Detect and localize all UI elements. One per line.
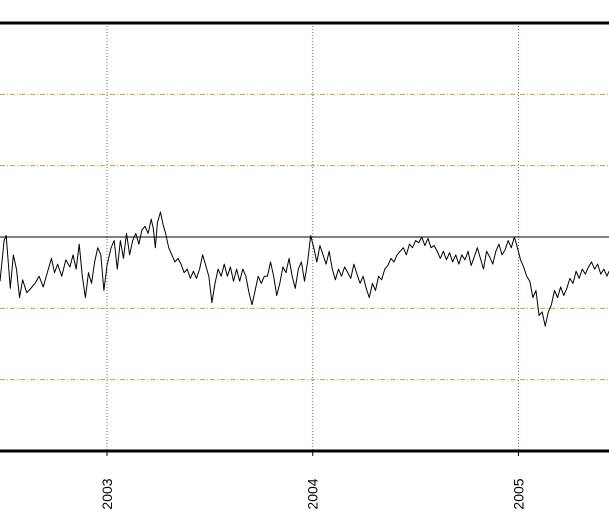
plot-frame [0,21,609,453]
series-line-0 [0,211,609,327]
x-tick-label-2: 2005 [510,478,526,509]
x-axis-ticks: 2003 2004 2005 [99,451,526,510]
x-tick-label-0: 2003 [99,478,115,509]
series-layer [0,211,609,327]
x-tick-label-1: 2004 [305,478,321,509]
grid-layer [0,23,609,451]
